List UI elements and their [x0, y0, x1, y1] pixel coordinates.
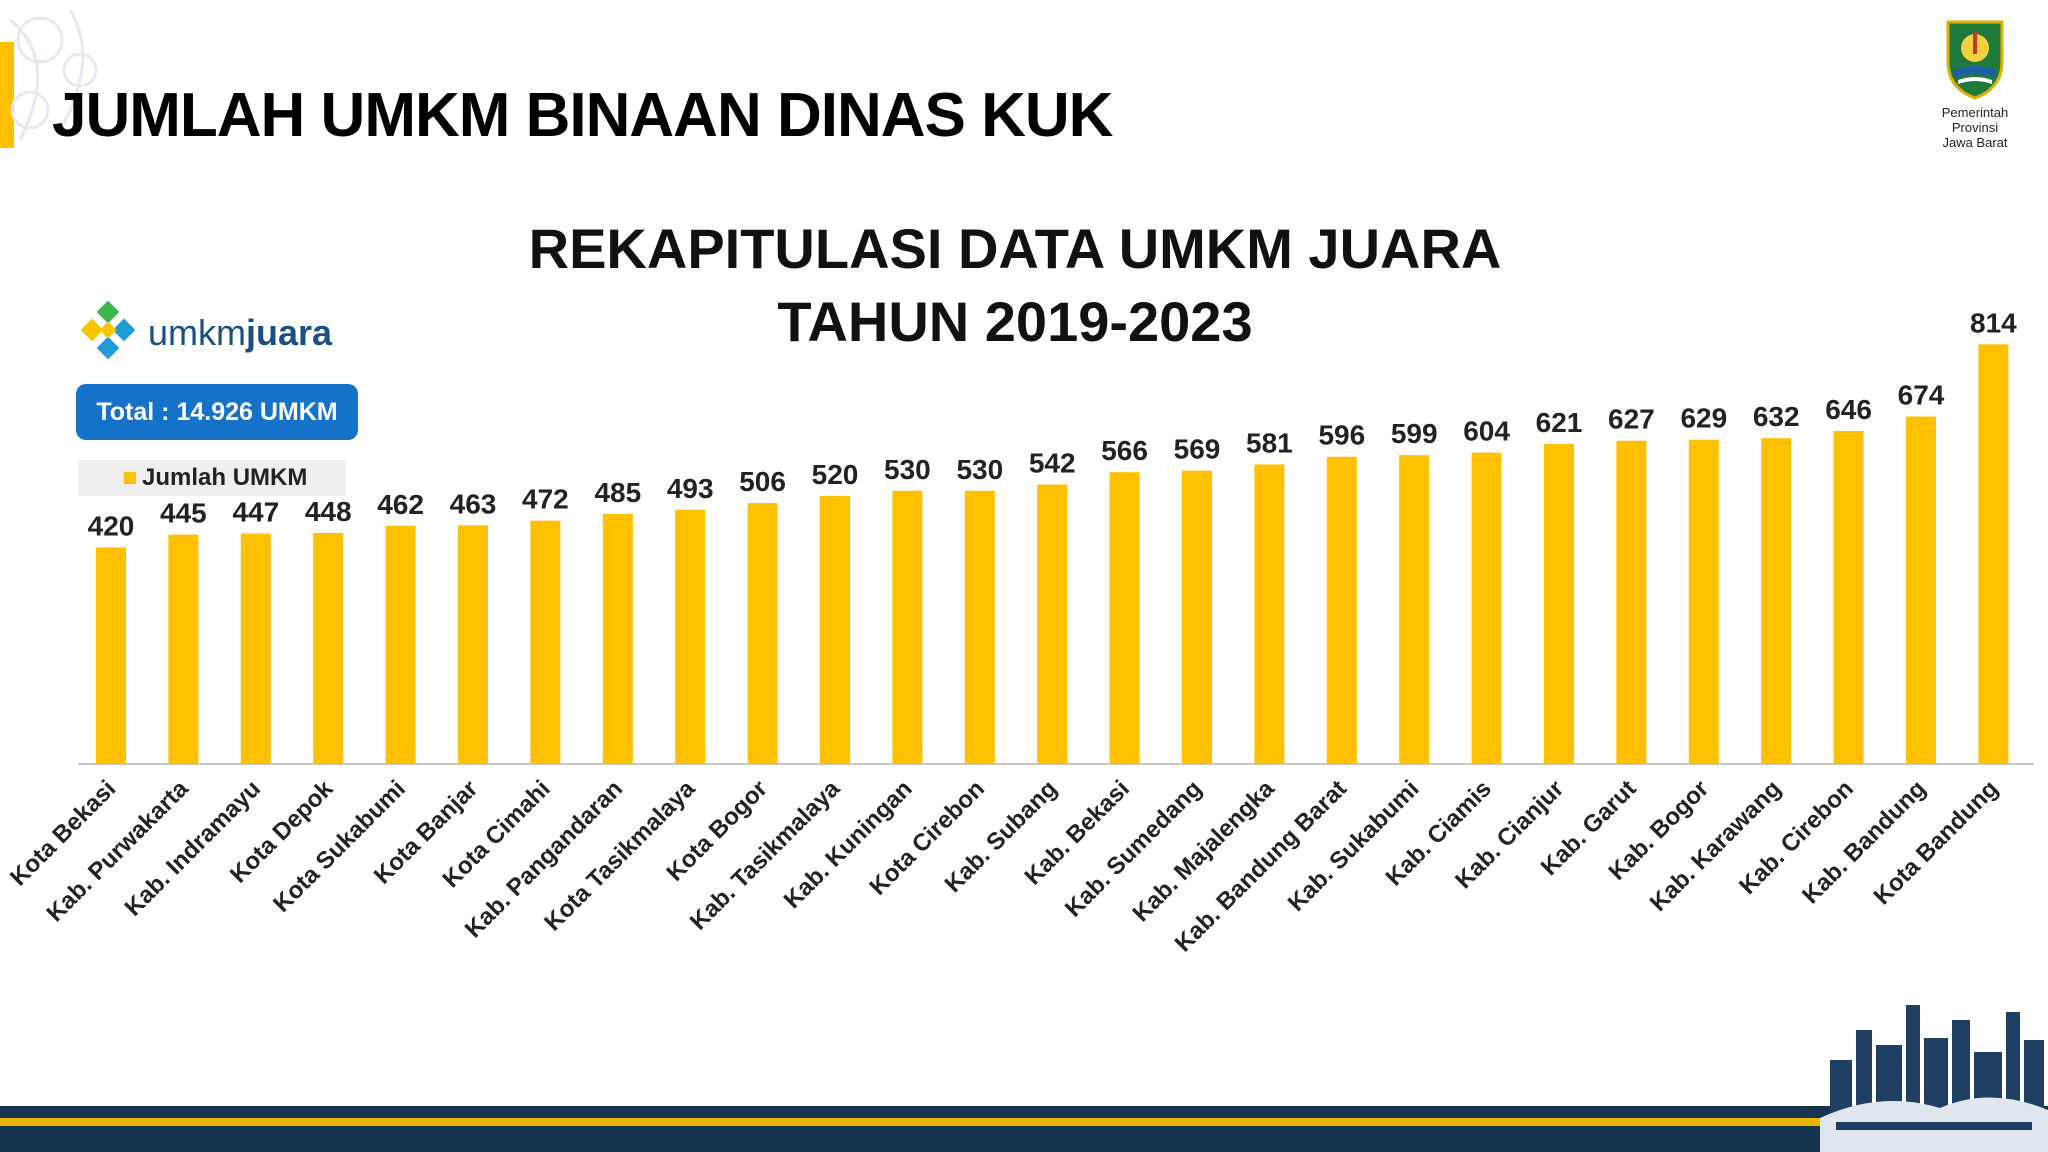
- value-label-kota-sukabumi: 462: [377, 489, 424, 520]
- bar-kab-kuningan: [892, 490, 923, 764]
- bar-kota-bandung: [1978, 344, 2009, 764]
- category-label-kab-karawang: Kab. Karawang: [1645, 775, 1787, 917]
- value-label-kota-cirebon: 530: [956, 454, 1003, 485]
- umkm-juara-wordmark: umkmjuara: [148, 312, 332, 354]
- bar-kab-indramayu: [240, 533, 271, 764]
- category-label-kab-indramayu: Kab. Indramayu: [120, 775, 266, 921]
- value-label-kab-kuningan: 530: [884, 454, 931, 485]
- chart-legend: Jumlah UMKM: [78, 460, 346, 496]
- chart-title: REKAPITULASI DATA UMKM JUARA TAHUN 2019-…: [460, 212, 1570, 358]
- bar-kab-bekasi: [1109, 472, 1140, 764]
- category-label-kota-bandung: Kota Bandung: [1869, 775, 2004, 910]
- gov-logo-line-1: Pemerintah: [1941, 105, 2009, 120]
- bar-kota-tasikmalaya: [675, 509, 706, 764]
- value-label-kab-purwakarta: 445: [160, 498, 207, 529]
- bar-kota-bekasi: [96, 547, 126, 764]
- bar-kota-bogor: [747, 503, 778, 764]
- gov-logo-line-3: Jawa Barat: [1942, 135, 2008, 150]
- wordmark-juara: juara: [246, 312, 333, 353]
- value-label-kab-indramayu: 447: [232, 497, 279, 528]
- value-label-kab-pangandaran: 485: [594, 477, 641, 508]
- bar-kota-cimahi: [530, 520, 561, 764]
- umkm-juara-diamond-icon: [80, 300, 136, 360]
- bar-kab-sumedang: [1182, 470, 1212, 764]
- value-label-kab-cirebon: 646: [1825, 394, 1872, 425]
- corner-ornament-icon: [9, 9, 98, 141]
- value-label-kab-sumedang: 569: [1174, 434, 1221, 465]
- value-label-kota-tasikmalaya: 493: [667, 473, 714, 504]
- jawa-barat-logo: Pemerintah Provinsi Jawa Barat: [1930, 18, 2020, 150]
- value-label-kota-bandung: 814: [1970, 307, 2017, 338]
- value-label-kab-majalengka: 581: [1246, 427, 1293, 458]
- value-label-kab-cianjur: 621: [1536, 407, 1583, 438]
- bar-kab-ciamis: [1471, 452, 1502, 764]
- value-label-kab-subang: 542: [1029, 448, 1076, 479]
- bar-kota-depok: [313, 533, 344, 764]
- bar-kab-cirebon: [1833, 430, 1864, 764]
- bar-kab-bandung: [1906, 416, 1936, 764]
- value-label-kab-garut: 627: [1608, 404, 1655, 435]
- value-label-kab-bogor: 629: [1680, 403, 1727, 434]
- value-label-kab-tasikmalaya: 520: [812, 459, 859, 490]
- category-label-kab-sukabumi: Kab. Sukabumi: [1283, 775, 1425, 917]
- umkm-juara-logo: umkmjuara: [76, 300, 366, 366]
- city-skyline-icon: [1820, 1005, 2048, 1152]
- value-label-kab-bandung: 674: [1898, 380, 1945, 411]
- value-label-kab-ciamis: 604: [1463, 416, 1510, 447]
- bar-kab-tasikmalaya: [820, 495, 850, 764]
- bar-kab-sukabumi: [1399, 455, 1430, 764]
- value-label-kab-bekasi: 566: [1101, 435, 1148, 466]
- title-accent-bar: [0, 42, 14, 148]
- value-label-kota-depok: 448: [305, 496, 352, 527]
- gov-logo-line-2: Provinsi: [1951, 120, 1999, 135]
- footer-band: [0, 1106, 2048, 1152]
- chart-title-line-2: TAHUN 2019-2023: [777, 290, 1253, 353]
- legend-label: Jumlah UMKM: [142, 464, 308, 491]
- bar-kab-bogor: [1688, 439, 1719, 764]
- bar-kota-sukabumi: [385, 525, 416, 764]
- bar-kab-purwakarta: [168, 534, 199, 764]
- bar-kab-bandung-barat: [1326, 456, 1357, 764]
- wordmark-umkm: umkm: [148, 312, 246, 353]
- value-label-kab-sukabumi: 599: [1391, 418, 1438, 449]
- bar-kab-garut: [1616, 440, 1647, 764]
- bar-kab-cianjur: [1544, 443, 1574, 764]
- value-label-kab-karawang: 632: [1753, 401, 1800, 432]
- total-badge: Total : 14.926 UMKM: [76, 384, 358, 440]
- chart-title-line-1: REKAPITULASI DATA UMKM JUARA: [528, 217, 1502, 280]
- bar-kab-pangandaran: [602, 513, 633, 764]
- bar-kab-karawang: [1761, 438, 1792, 764]
- bar-kab-subang: [1037, 484, 1068, 764]
- value-label-kota-bekasi: 420: [88, 510, 135, 541]
- value-label-kota-cimahi: 472: [522, 484, 569, 515]
- bar-kab-majalengka: [1254, 464, 1285, 764]
- footer-accent-line: [0, 1118, 1870, 1126]
- category-label-kab-sumedang: Kab. Sumedang: [1060, 775, 1207, 922]
- category-label-kab-bandung: Kab. Bandung: [1797, 775, 1931, 909]
- value-label-kota-banjar: 463: [450, 488, 497, 519]
- category-label-kab-kuningan: Kab. Kuningan: [779, 775, 918, 914]
- value-label-kab-bandung-barat: 596: [1318, 420, 1365, 451]
- bar-kota-banjar: [458, 525, 488, 764]
- category-label-kota-sukabumi: Kota Sukabumi: [268, 775, 411, 918]
- jawa-barat-emblem-icon: [1946, 20, 2004, 100]
- page-title: JUMLAH UMKM BINAAN DINAS KUK: [52, 81, 1113, 150]
- bar-kota-cirebon: [964, 490, 995, 764]
- legend-swatch: [124, 472, 136, 484]
- value-label-kota-bogor: 506: [739, 466, 786, 497]
